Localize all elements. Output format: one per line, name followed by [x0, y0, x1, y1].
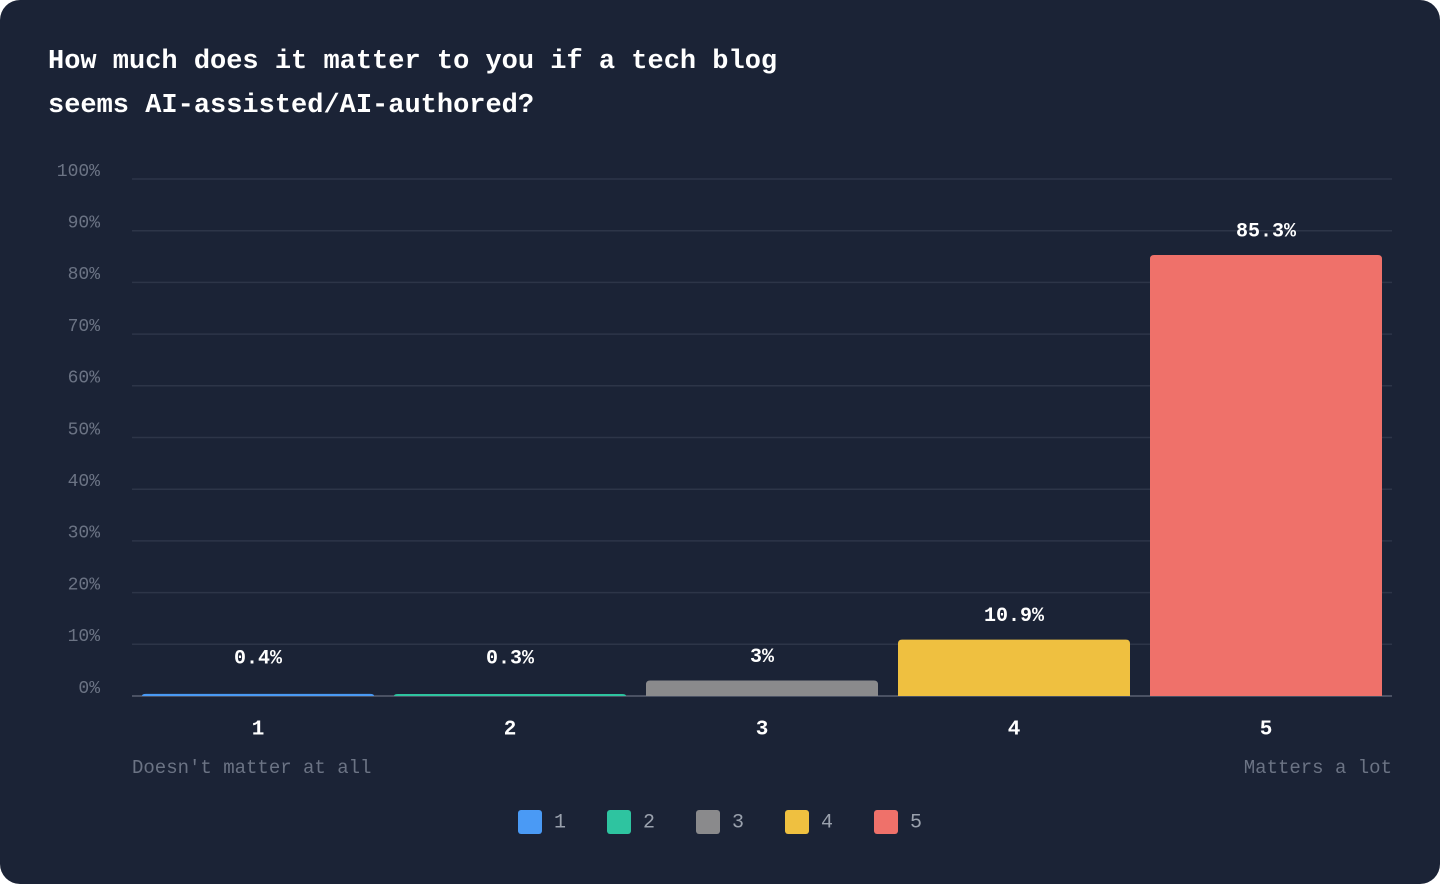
- legend-swatch: [518, 810, 542, 834]
- legend-swatch: [785, 810, 809, 834]
- legend-label: 5: [910, 811, 922, 834]
- bar: [898, 639, 1130, 696]
- y-tick-label: 90%: [68, 213, 101, 233]
- y-tick-label: 0%: [78, 679, 100, 699]
- legend-label: 1: [554, 811, 566, 834]
- y-tick-label: 50%: [68, 420, 101, 440]
- bar: [646, 680, 878, 696]
- y-tick-label: 60%: [68, 369, 101, 389]
- bar: [142, 693, 374, 696]
- legend-swatch: [696, 810, 720, 834]
- value-label: 85.3%: [1236, 220, 1297, 243]
- y-tick-label: 70%: [68, 317, 101, 337]
- legend-label: 4: [821, 811, 833, 834]
- x-tick-label: 2: [504, 719, 517, 742]
- x-tick-label: 4: [1008, 719, 1021, 742]
- y-tick-label: 10%: [68, 627, 101, 647]
- y-tick-label: 30%: [68, 524, 101, 544]
- y-tick-label: 80%: [68, 265, 101, 285]
- legend-label: 2: [643, 811, 655, 834]
- value-label: 0.3%: [486, 647, 535, 670]
- axis-end-label: Doesn't matter at all: [132, 757, 371, 779]
- value-label: 3%: [750, 646, 775, 669]
- legend-swatch: [874, 810, 898, 834]
- value-label: 10.9%: [984, 605, 1045, 628]
- bar: [394, 694, 626, 696]
- x-tick-label: 1: [252, 719, 265, 742]
- value-label: 0.4%: [234, 647, 283, 670]
- x-tick-label: 3: [756, 719, 769, 742]
- y-tick-label: 20%: [68, 575, 101, 595]
- y-tick-label: 100%: [57, 162, 100, 182]
- y-tick-label: 40%: [68, 472, 101, 492]
- bar: [1150, 254, 1382, 696]
- chart-title: How much does it matter to you if a tech…: [48, 47, 777, 121]
- legend-swatch: [607, 810, 631, 834]
- axis-end-label: Matters a lot: [1244, 757, 1392, 779]
- x-tick-label: 5: [1260, 719, 1273, 742]
- legend-label: 3: [732, 811, 744, 834]
